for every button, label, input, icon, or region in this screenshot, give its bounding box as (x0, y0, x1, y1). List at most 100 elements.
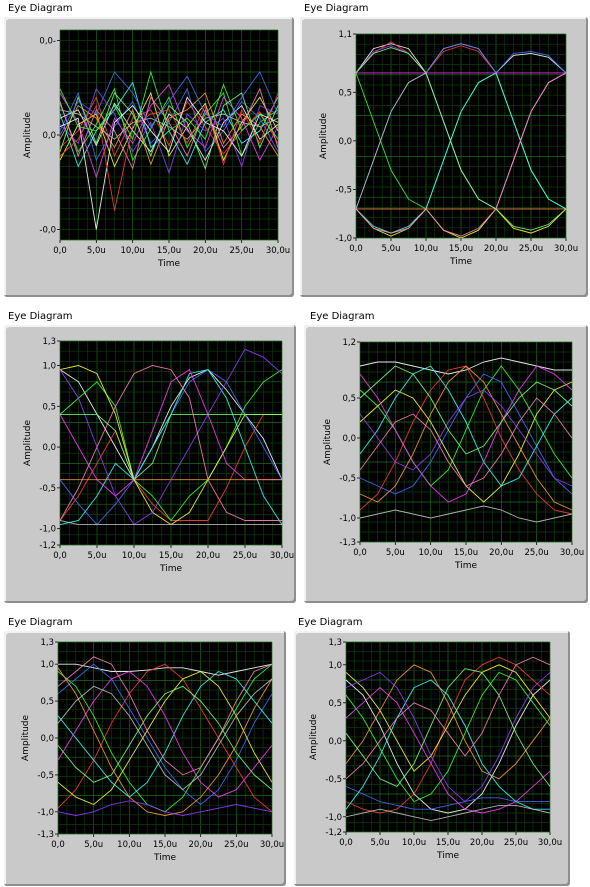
eye-trace-14 (59, 92, 279, 211)
eye-trace-7 (57, 670, 273, 798)
x-tick-label: 5,0u (382, 244, 401, 254)
x-tick-label: 15,0u (153, 840, 177, 850)
y-axis-label: Amplitude (309, 713, 319, 760)
traces (345, 656, 551, 822)
x-tick-label: 10,0u (414, 244, 438, 254)
x-tick-label: 15,0u (436, 838, 460, 848)
eye-trace-7 (359, 365, 573, 503)
y-tick-label: 1,0 (328, 661, 342, 671)
x-tick-label: 20,0u (189, 840, 213, 850)
y-tick-label: 0,0 (328, 737, 342, 747)
y-tick-label: -1,0 (39, 525, 56, 535)
eye-trace-11 (60, 413, 282, 481)
eye-trace-9 (57, 800, 273, 816)
x-tick-label: 5,0u (371, 838, 390, 848)
eye-trace-11 (355, 47, 567, 231)
y-tick-label: -1,0 (37, 808, 54, 818)
eye-trace-7 (59, 83, 279, 179)
x-axis-label: Time (449, 257, 472, 267)
y-tick-label: -1,0 (325, 813, 342, 823)
eye-trace-11 (59, 92, 279, 170)
y-tick-label: -1,0 (339, 514, 356, 524)
grid (359, 341, 573, 543)
x-tick-label: 25,0u (233, 551, 257, 561)
eye-trace-12 (57, 656, 273, 776)
y-tick-label: 1,1 (338, 30, 352, 40)
eye-diagram-panel-3: Eye Diagram 0,0 5,0u 10,0u 15,0u 20,0u 25,0u 3… (0, 308, 298, 604)
y-tick-label: -0,5 (339, 474, 356, 484)
y-axis-label: Amplitude (319, 112, 329, 159)
eye-trace-6 (57, 670, 273, 798)
eye-trace-1 (59, 102, 279, 162)
x-tick-label: 10,0u (122, 551, 146, 561)
traces (59, 70, 279, 230)
eye-trace-10 (59, 520, 282, 526)
y-tick-label: 0,5 (42, 402, 56, 412)
x-tick-label: 15,0u (159, 551, 183, 561)
panel-title: Eye Diagram (8, 311, 73, 322)
traces (359, 357, 573, 523)
grid (345, 641, 551, 833)
x-tick-label: 15,0u (449, 244, 473, 254)
grid (355, 33, 567, 239)
y-tick-label: 0,0 (342, 434, 356, 444)
y-tick-label: -0,5 (325, 775, 342, 785)
y-tick-label: -0,5 (37, 771, 54, 781)
eye-trace-12 (59, 87, 279, 170)
y-tick-label: 0,5 (338, 88, 352, 98)
x-axis-label: Time (157, 259, 180, 269)
x-tick-label: 5,0u (88, 551, 107, 561)
eye-trace-9 (59, 87, 279, 175)
panel-title: Eye Diagram (310, 311, 375, 322)
eye-trace-4 (57, 663, 273, 806)
eye-trace-7 (345, 686, 551, 814)
x-tick-label: 10,0u (117, 840, 141, 850)
eye-diagram-graph: 0,0 5,0u 10,0u 15,0u 20,0u 25,0u 30,0u 1,2 0,5 0,… (323, 338, 584, 571)
x-tick-label: 25,0u (519, 244, 543, 254)
y-tick-label: 0,0 (42, 131, 56, 141)
eye-diagram-graph: 0,0 5,0u 10,0u 15,0u 20,0u 25,0u 30,0u 1,3 1,0 0,… (21, 638, 284, 863)
x-tick-label: 20,0u (484, 244, 508, 254)
x-tick-label: 0,0 (349, 244, 363, 254)
y-tick-label: 0,5 (342, 394, 356, 404)
y-tick-label: 0,0- (39, 37, 56, 47)
eye-trace-8 (59, 92, 279, 166)
x-tick-label: 0,0 (353, 548, 367, 558)
panel-title: Eye Diagram (298, 617, 363, 628)
y-tick-label: -1,3 (339, 538, 356, 548)
y-axis-label: Amplitude (21, 714, 31, 761)
eye-trace-1 (58, 663, 273, 676)
eye-trace-12 (355, 72, 567, 237)
eye-diagram-panel-2: Eye Diagram 0,0 5,0u 10,0u 15,0u 20,0u 25,0u 3… (296, 0, 590, 300)
y-tick-label: 0,5 (328, 699, 342, 709)
eye-trace-12 (359, 397, 573, 487)
eye-trace-1 (345, 679, 551, 814)
eye-trace-10 (345, 804, 551, 822)
y-tick-label: -1,0 (335, 234, 352, 244)
x-tick-label: 15,0u (454, 548, 478, 558)
panel-title: Eye Diagram (8, 3, 73, 14)
eye-trace-11 (57, 685, 273, 791)
eye-diagram-graph: 0,0 5,0u 10,0u 15,0u 20,0u 25,0u 30,0u 1,3 1,0 0,… (23, 337, 294, 574)
panel-title: Eye Diagram (8, 617, 73, 628)
eye-diagram-panel-1: Eye Diagram 0,0 5,0u 10,0u 15,0u 20,0u 25,0u 3… (0, 0, 296, 300)
x-tick-label: 30,0u (538, 838, 562, 848)
eye-trace-11 (359, 365, 573, 455)
traces (355, 41, 567, 239)
grid (57, 641, 273, 835)
y-axis-label: Amplitude (23, 111, 33, 158)
x-tick-label: 15,0u (157, 246, 181, 256)
traces (59, 348, 283, 526)
eye-trace-10 (57, 678, 273, 791)
eye-diagram-graph: 0,0 5,0u 10,0u 15,0u 20,0u 25,0u 30,0u 1,3 1,0 0,… (309, 638, 562, 861)
x-tick-label: 25,0u (224, 840, 248, 850)
y-tick-label: 1,2 (342, 338, 356, 348)
y-tick-label: -0,5 (39, 484, 56, 494)
eye-diagram-graph: 0,0 5,0u 10,0u 15,0u 20,0u 25,0u 30,0u 1,1 0,5 0,… (319, 30, 578, 267)
y-tick-label: -1,2 (39, 541, 56, 551)
y-tick-label: 0,0 (42, 443, 56, 453)
x-axis-label: Time (159, 564, 182, 574)
traces (57, 656, 273, 816)
x-tick-label: 30,0u (554, 244, 578, 254)
y-tick-label: 0,0 (40, 734, 54, 744)
